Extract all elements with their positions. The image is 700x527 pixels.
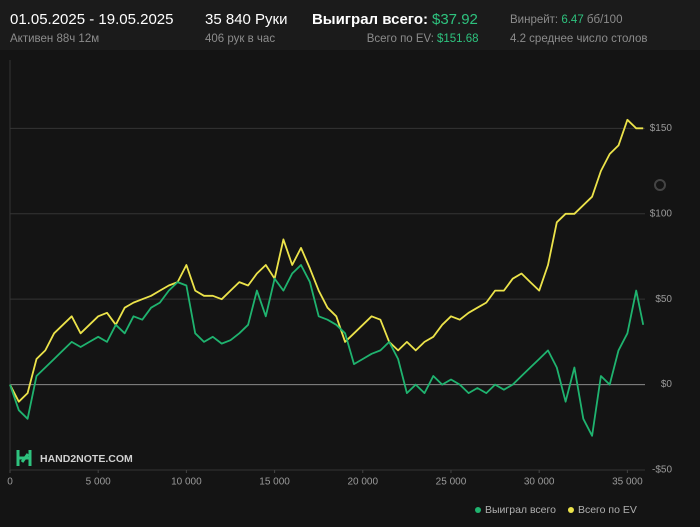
- y-tick-label: $50: [655, 294, 672, 305]
- x-tick-label: 15 000: [259, 477, 290, 488]
- x-tick-label: 20 000: [347, 477, 378, 488]
- y-tick-label: $0: [661, 379, 673, 390]
- winrate-label: Винрейт: 6.47 бб/100: [510, 14, 622, 26]
- y-tick-label: $100: [650, 208, 673, 219]
- legend-label: Всего по EV: [578, 504, 637, 516]
- winrate-value: 6.47: [561, 14, 583, 26]
- x-tick-label: 35 000: [612, 477, 643, 488]
- won-value: $37.92: [432, 11, 478, 28]
- hands: 35 840 Руки: [205, 11, 288, 28]
- x-tick-label: 10 000: [171, 477, 202, 488]
- ev-label: Всего по EV:: [367, 33, 434, 45]
- won-label: Выиграл всего:: [312, 11, 428, 28]
- x-tick-label: 5 000: [86, 477, 111, 488]
- y-tick-label: -$50: [652, 465, 672, 476]
- settings-icon[interactable]: [654, 179, 666, 191]
- winrate-unit: бб/100: [587, 14, 623, 26]
- logo-text: HAND2NOTE.COM: [40, 453, 133, 465]
- logo-icon: [16, 450, 32, 466]
- tables: 4.2 среднее число столов: [510, 33, 648, 45]
- period: 01.05.2025 - 19.05.2025: [10, 11, 173, 28]
- x-tick-label: 25 000: [436, 477, 467, 488]
- winrate-label: Винрейт:: [510, 14, 558, 26]
- x-tick-label: 0: [7, 477, 13, 488]
- hands-per-hour: 406 рук в час: [205, 33, 275, 45]
- header-bg: [0, 0, 700, 50]
- active: Активен 88ч 12м: [10, 33, 99, 45]
- logo: HAND2NOTE.COM: [16, 450, 133, 466]
- legend-swatch: [475, 507, 481, 513]
- series-line: [9, 264, 645, 437]
- legend-swatch: [567, 507, 574, 513]
- y-tick-label: $150: [650, 123, 673, 134]
- x-tick-label: 30 000: [524, 477, 555, 488]
- ev-value: $151.68: [437, 33, 479, 45]
- legend-label: Выиграл всего: [485, 504, 556, 516]
